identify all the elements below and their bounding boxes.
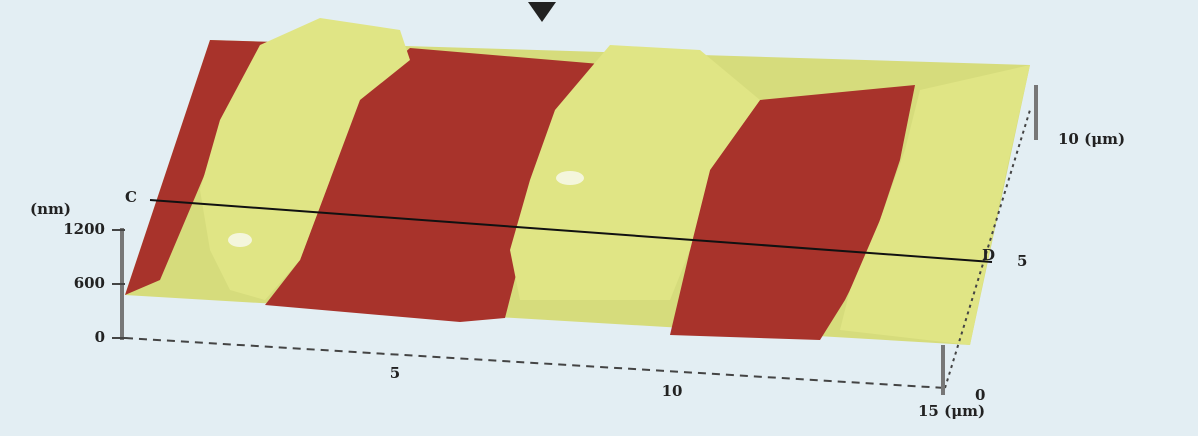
x-axis	[124, 337, 946, 389]
highlight	[228, 233, 252, 247]
profile-end-label: D	[982, 246, 995, 264]
x-tick-label: 5	[390, 364, 400, 382]
y-tick-label: 5	[1017, 252, 1027, 270]
y-tick-label: 10 (μm)	[1058, 130, 1125, 148]
y-tick-label: 0	[975, 386, 985, 404]
yellow-stripe	[840, 65, 1030, 345]
x-tick-label: 10	[662, 382, 683, 400]
z-tick-label: 600	[74, 274, 105, 292]
arrow	[528, 2, 556, 22]
yellow-stripe	[200, 18, 410, 300]
z-tick-label: 0	[95, 328, 105, 346]
surface	[125, 18, 1030, 345]
red-stripe	[670, 85, 915, 340]
profile-start-label: C	[125, 188, 137, 206]
z-tick-label: 1200	[63, 220, 105, 238]
highlight	[556, 171, 584, 185]
yellow-stripe	[510, 45, 760, 300]
profile-line	[149, 199, 993, 263]
x-tick-label: 15 (μm)	[918, 402, 985, 420]
z-unit: (nm)	[30, 200, 71, 218]
